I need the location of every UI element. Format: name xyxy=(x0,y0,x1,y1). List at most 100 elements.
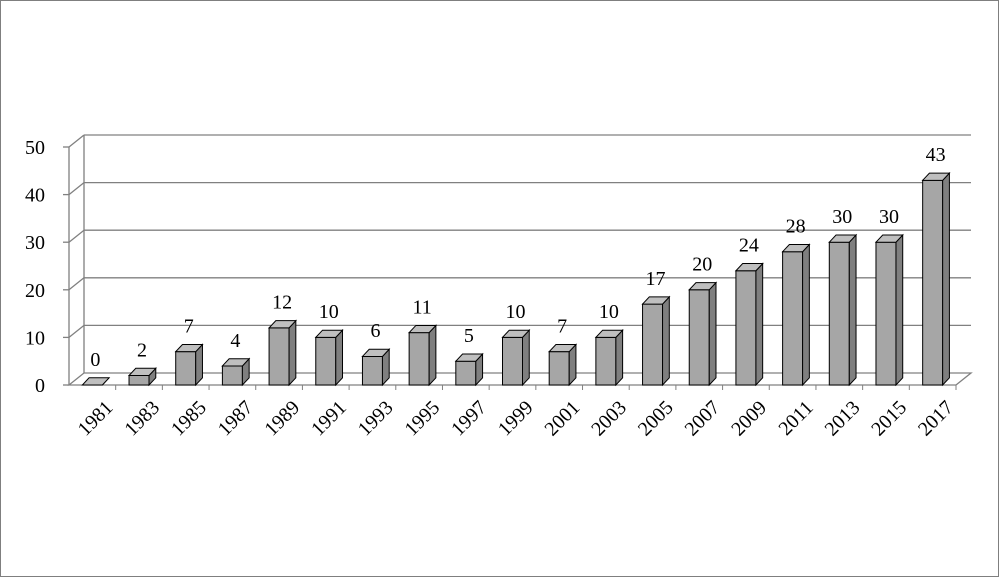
gridline-depth xyxy=(68,324,85,338)
bar xyxy=(688,281,718,387)
bar-top xyxy=(548,343,578,353)
bar-front xyxy=(221,365,243,386)
data-label: 10 xyxy=(506,301,526,323)
x-tick-label: 1995 xyxy=(400,397,444,441)
bar-top xyxy=(361,348,391,357)
data-label: 12 xyxy=(272,292,292,314)
bar-top xyxy=(174,343,204,353)
data-label: 7 xyxy=(557,315,567,337)
bar xyxy=(81,377,111,386)
bar-front xyxy=(361,355,383,386)
data-label: 28 xyxy=(786,216,806,238)
bar-front xyxy=(548,351,570,386)
bar-top xyxy=(781,244,811,253)
data-label: 2 xyxy=(137,339,147,361)
x-tick-label: 2001 xyxy=(540,397,584,441)
bar-top xyxy=(921,172,951,181)
bar xyxy=(314,328,344,387)
x-tick-label: 1981 xyxy=(74,397,118,441)
bar xyxy=(594,328,624,387)
bar-front xyxy=(875,241,897,386)
y-tick-label: 30 xyxy=(25,232,45,254)
x-tick-label: 2013 xyxy=(821,397,865,441)
data-label: 6 xyxy=(370,320,380,342)
x-tick-label: 1983 xyxy=(120,397,164,441)
x-tick-label: 2007 xyxy=(681,397,725,441)
bar-front xyxy=(642,303,664,386)
bar xyxy=(407,324,438,387)
x-tick-label: 1993 xyxy=(354,397,398,441)
data-label: 5 xyxy=(464,325,474,347)
bar xyxy=(734,262,764,387)
bar-top xyxy=(314,329,344,338)
bar-side xyxy=(288,319,297,387)
x-tick-label: 1987 xyxy=(214,397,258,441)
bar-front xyxy=(128,374,150,386)
bars xyxy=(81,171,951,387)
bar-top xyxy=(734,263,764,272)
data-label: 4 xyxy=(230,330,240,352)
bar-side xyxy=(708,281,717,387)
data-label: 0 xyxy=(90,349,100,371)
data-label: 10 xyxy=(599,301,619,323)
gridline-depth xyxy=(68,229,85,243)
x-tick-label: 2017 xyxy=(914,397,958,441)
data-label: 7 xyxy=(184,315,194,337)
bar-front xyxy=(735,270,757,386)
y-tick-label: 10 xyxy=(25,327,45,349)
bar xyxy=(127,367,157,387)
x-tick-label: 2003 xyxy=(587,397,631,441)
bar-top xyxy=(407,324,438,334)
x-tick-label: 2011 xyxy=(774,397,817,440)
data-label: 11 xyxy=(412,296,431,318)
bar-front xyxy=(502,336,523,386)
bar-side xyxy=(662,295,670,387)
data-label: 30 xyxy=(832,206,852,228)
bar-side xyxy=(522,328,530,387)
bar-top xyxy=(828,234,858,243)
bar-front xyxy=(315,336,337,386)
bar-top xyxy=(267,320,297,329)
bar xyxy=(174,343,204,387)
bar-front xyxy=(595,336,617,386)
bar-front xyxy=(688,289,710,386)
bar-top xyxy=(221,358,251,367)
y-tick-label: 20 xyxy=(25,280,45,302)
y-tick-label: 50 xyxy=(25,137,45,159)
x-tick-label: 1985 xyxy=(167,397,211,441)
bar-side xyxy=(942,171,950,387)
bar-front xyxy=(455,360,477,386)
bar-top xyxy=(688,282,718,291)
bar-front xyxy=(175,351,197,386)
bar xyxy=(874,233,904,387)
data-label: 17 xyxy=(646,268,666,290)
bar-side xyxy=(802,243,810,387)
bar-front xyxy=(782,251,804,386)
bar xyxy=(641,295,671,387)
data-label: 30 xyxy=(879,206,899,228)
bar-top xyxy=(594,329,624,338)
bar xyxy=(221,357,251,387)
data-label: 10 xyxy=(319,301,339,323)
x-tick-label: 2005 xyxy=(634,397,678,441)
gridline-depth xyxy=(68,134,85,148)
bar-front xyxy=(828,241,850,386)
bar xyxy=(361,347,391,387)
gridline-depth xyxy=(68,182,85,196)
gridline-depth xyxy=(68,277,85,291)
x-tick-label: 2015 xyxy=(867,397,911,441)
bar-side xyxy=(895,233,904,387)
bar-side xyxy=(428,324,437,387)
bar xyxy=(501,328,531,387)
bar-side xyxy=(335,328,344,387)
bar-side xyxy=(848,233,857,387)
y-tick-label: 40 xyxy=(25,185,45,207)
bar-top xyxy=(454,353,484,362)
bar-top xyxy=(641,296,671,305)
data-label: 24 xyxy=(739,235,759,257)
y-tick-label: 0 xyxy=(35,375,45,397)
x-tick-label: 1989 xyxy=(260,397,304,441)
bar xyxy=(828,233,858,387)
bar xyxy=(267,319,297,387)
